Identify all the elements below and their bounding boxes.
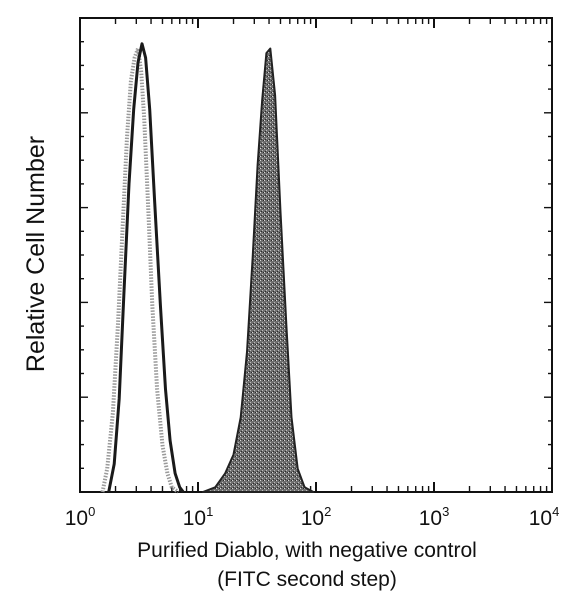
axis-ticks xyxy=(79,17,552,492)
x-axis-label: Purified Diablo, with negative control xyxy=(137,539,477,562)
x-tick-label: 104 xyxy=(529,504,560,530)
plot-frame xyxy=(79,17,553,493)
series-layer xyxy=(100,42,315,494)
x-tick-label: 100 xyxy=(65,504,96,530)
x-axis-label-line2: (FITC second step) xyxy=(217,568,397,591)
y-axis-label: Relative Cell Number xyxy=(22,136,50,372)
series-isotype-histogram xyxy=(107,42,185,493)
x-tick-label: 103 xyxy=(419,504,450,530)
series-filled-histogram xyxy=(201,47,315,493)
x-tick-labels: 100 101 102 103 104 xyxy=(65,504,560,530)
x-tick-label: 101 xyxy=(183,504,214,530)
series-control-histogram xyxy=(100,46,180,494)
x-tick-label: 102 xyxy=(301,504,332,530)
